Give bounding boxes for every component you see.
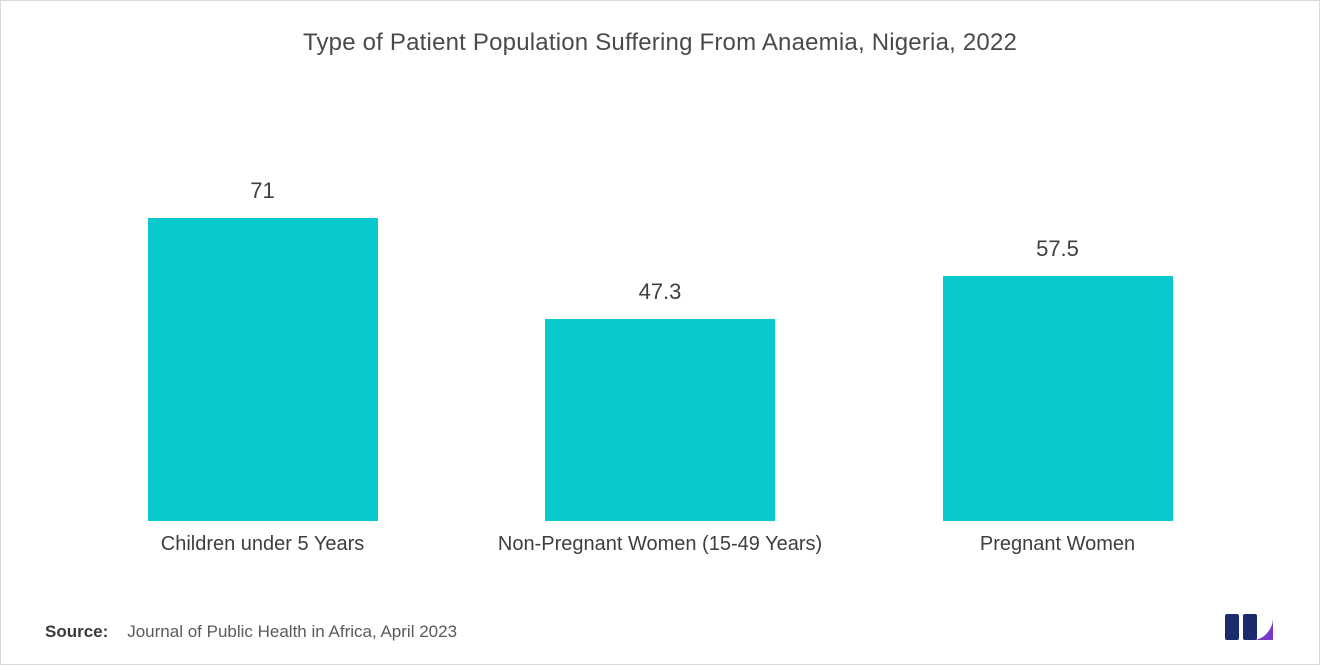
value-label: 47.3 (639, 279, 682, 305)
bar (148, 218, 378, 521)
source-label: Source: (45, 622, 108, 641)
source-citation: Source: Journal of Public Health in Afri… (45, 622, 457, 642)
category-label: Non-Pregnant Women (15-49 Years) (498, 533, 822, 556)
chart-title: Type of Patient Population Suffering Fro… (45, 29, 1275, 57)
brand-logo-icon (1221, 610, 1275, 642)
chart-container: Type of Patient Population Suffering Fro… (1, 1, 1319, 664)
bar (943, 276, 1173, 521)
plot-area: 71 Children under 5 Years 47.3 Non-Pregn… (45, 153, 1275, 566)
bar-group-0: 71 Children under 5 Years (125, 178, 400, 556)
source-text: Journal of Public Health in Africa, Apri… (127, 622, 457, 641)
footer-row: Source: Journal of Public Health in Afri… (45, 566, 1275, 642)
value-label: 71 (250, 178, 274, 204)
bar (545, 319, 775, 521)
category-label: Children under 5 Years (161, 533, 364, 556)
category-label: Pregnant Women (980, 533, 1135, 556)
value-label: 57.5 (1036, 236, 1079, 262)
bar-group-1: 47.3 Non-Pregnant Women (15-49 Years) (520, 279, 800, 556)
bar-group-2: 57.5 Pregnant Women (920, 236, 1195, 556)
